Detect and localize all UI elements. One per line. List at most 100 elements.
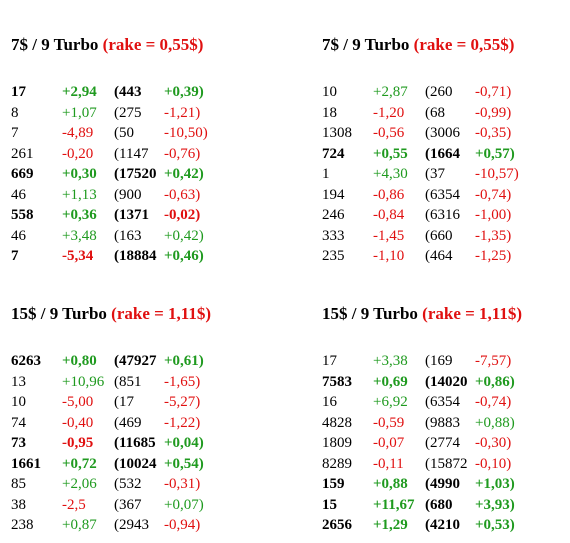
total-count: (163 [114,227,142,244]
result-row: 13 +10,96 (851 -1,65) [11,372,271,393]
total-delta: -0,35) [475,125,512,141]
total-count: (11685 [114,435,156,451]
delta-value: +0,55 [373,145,408,162]
total-count: (4210 [425,517,460,533]
count-value: 85 [11,476,26,492]
total-count: (443 [114,84,142,100]
total-count: (6354 [425,186,460,203]
total-count: (169 [425,353,453,369]
delta-value: -0,95 [62,435,94,451]
total-count: (4990 [425,476,460,492]
rake-label: (rake = 0,55$) [413,35,515,54]
delta-value: +0,80 [62,353,97,369]
delta-value: +6,92 [373,394,408,410]
delta-value: -5,00 [62,394,94,410]
result-row: 38 -2,5 (367 +0,07) [11,495,271,516]
results-block-7-right: 7$ / 9 Turbo (rake = 0,55$) 10 +2,87 (260 -… [322,35,570,267]
count-value: 8289 [322,455,352,472]
result-row: 235 -1,10 (464 -1,25) [322,246,570,267]
total-delta: +0,54) [164,455,204,472]
result-row: 7 -5,34 (18884 +0,46) [11,246,271,267]
result-row: 16 +6,92 (6354 -0,74) [322,392,570,413]
total-delta: -10,57) [475,166,519,182]
total-delta: +0,61) [164,353,204,369]
count-value: 16 [322,394,337,410]
delta-value: +1,07 [62,104,97,121]
delta-value: +0,69 [373,373,408,390]
block-title: 15$ / 9 Turbo (rake = 1,11$) [11,304,271,324]
total-delta: -1,25) [475,248,512,264]
result-row: 46 +3,48 (163 +0,42) [11,226,271,247]
result-row: 10 +2,87 (260 -0,71) [322,82,570,103]
count-value: 159 [322,476,345,492]
count-value: 74 [11,414,26,431]
delta-value: +3,48 [62,227,97,244]
total-delta: +0,42) [164,166,204,182]
result-row: 261 -0,20 (1147 -0,76) [11,144,271,165]
total-delta: -1,65) [164,373,201,390]
count-value: 238 [11,517,34,533]
total-count: (14020 [425,373,468,390]
total-count: (15872 [425,455,468,472]
total-count: (2943 [114,517,149,533]
delta-value: +4,30 [373,166,408,182]
result-row: 333 -1,45 (660 -1,35) [322,226,570,247]
total-delta: -0,02) [164,207,201,223]
delta-value: -1,10 [373,248,405,264]
count-value: 7 [11,248,19,264]
total-count: (10024 [114,455,157,472]
delta-value: +11,67 [373,496,415,513]
result-row: 85 +2,06 (532 -0,31) [11,474,271,495]
count-value: 8 [11,104,19,121]
total-delta: +0,07) [164,496,204,513]
block-title: 15$ / 9 Turbo (rake = 1,11$) [322,304,570,324]
delta-value: +0,87 [62,517,97,533]
count-value: 333 [322,227,345,244]
total-count: (6316 [425,207,460,223]
delta-value: +1,13 [62,186,97,203]
total-delta: -1,00) [475,207,512,223]
count-value: 13 [11,373,26,390]
result-row: 17 +3,38 (169 -7,57) [322,351,570,372]
total-count: (18884 [114,248,157,264]
result-row: 4828 -0,59 (9883 +0,88) [322,413,570,434]
count-value: 46 [11,186,26,203]
total-delta: -0,74) [475,186,512,203]
total-delta: +0,53) [475,517,515,533]
total-delta: -0,63) [164,186,201,203]
delta-value: -0,59 [373,414,405,431]
total-count: (275 [114,104,142,121]
count-value: 73 [11,435,26,451]
count-value: 194 [322,186,345,203]
delta-value: +1,29 [373,517,408,533]
total-delta: -0,76) [164,145,201,162]
total-delta: +3,93) [475,496,515,513]
results-list: 17 +3,38 (169 -7,57) 7583 +0,69 (14020 +0,86) 16… [322,351,570,536]
count-value: 1308 [322,125,352,141]
delta-value: -0,84 [373,207,405,223]
total-count: (68 [425,104,445,121]
result-row: 1 +4,30 (37 -10,57) [322,164,570,185]
title-prefix: 7$ / 9 Turbo [322,35,410,54]
delta-value: +0,36 [62,207,97,223]
total-delta: -10,50) [164,125,208,141]
results-list: 17 +2,94 (443 +0,39) 8 +1,07 (275 -1,21) 7 -4,89 (… [11,82,271,267]
result-row: 558 +0,36 (1371 -0,02) [11,205,271,226]
total-delta: -1,22) [164,414,201,431]
result-row: 2656 +1,29 (4210 +0,53) [322,515,570,536]
result-row: 8 +1,07 (275 -1,21) [11,103,271,124]
total-count: (851 [114,373,142,390]
total-count: (660 [425,227,453,244]
total-delta: +0,39) [164,84,204,100]
delta-value: +2,87 [373,84,408,100]
total-delta: -0,71) [475,84,512,100]
count-value: 669 [11,166,34,182]
total-count: (17520 [114,166,157,182]
results-list: 10 +2,87 (260 -0,71) 18 -1,20 (68 -0,99) 1308 -0,… [322,82,570,267]
result-row: 1661 +0,72 (10024 +0,54) [11,454,271,475]
result-row: 1809 -0,07 (2774 -0,30) [322,433,570,454]
total-delta: +0,57) [475,145,515,162]
title-prefix: 7$ / 9 Turbo [11,35,99,54]
delta-value: -0,11 [373,455,404,472]
total-count: (469 [114,414,142,431]
